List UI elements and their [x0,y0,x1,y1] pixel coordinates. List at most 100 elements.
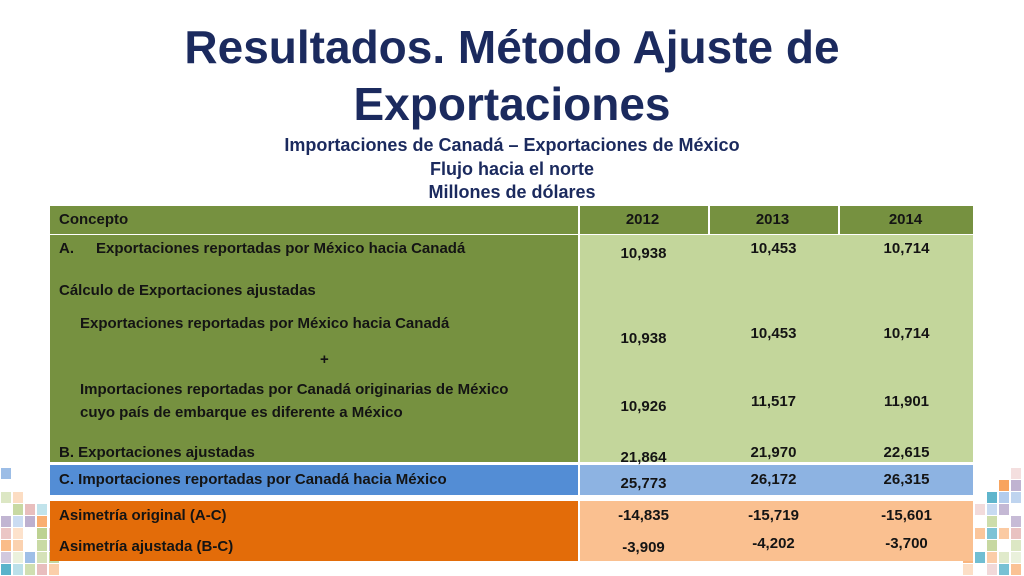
mosaic-tile [37,516,47,527]
calc-exports-2014: 10,714 [883,325,930,342]
subtitle-direction: Flujo hacia el norte [429,159,595,179]
mosaic-tile [49,564,59,575]
mosaic-tile [25,564,35,575]
mosaic-tile [999,504,1009,515]
mosaic-tile [975,504,985,515]
header-divider [578,206,580,234]
row-a-2013: 10,453 [750,240,797,257]
mosaic-tile [25,516,35,527]
mosaic-tile [1011,516,1021,527]
mosaic-tile [1,492,11,503]
row-b-2012: 21,864 [620,449,667,466]
mosaic-tile [999,492,1009,503]
mosaic-tile [37,528,47,539]
asym-original-label: Asimetría original (A-C) [59,507,227,524]
row-a-2012: 10,938 [620,245,667,262]
calc-imports-2012: 10,926 [620,398,667,415]
results-table: Concepto 2012 2013 2014 A. Exportaciones… [50,206,973,576]
calc-imports-label-line1: Importaciones reportadas por Canadá orig… [80,381,509,398]
row-a-prefix: A. [59,240,74,257]
calc-imports-2014: 11,901 [883,393,930,410]
asym-adjusted-2012: -3,909 [622,539,665,556]
mosaic-tile [987,552,997,563]
asym-original-2014: -15,601 [881,507,932,524]
mosaic-tile [25,504,35,515]
asym-adjusted-2013: -4,202 [752,535,795,552]
asymmetry-values-cell: -14,835 -15,719 -15,601 -3,909 -4,202 -3… [580,501,973,561]
row-c-label-cell: C. Importaciones reportadas por Canadá h… [50,465,578,495]
asym-adjusted-2014: -3,700 [885,535,928,552]
mosaic-tile [13,540,23,551]
mosaic-tile [987,528,997,539]
row-b-2013: 21,970 [750,444,797,461]
mosaic-tile [987,516,997,527]
header-2012: 2012 [625,211,660,228]
mosaic-tile [1011,552,1021,563]
mosaic-tile [13,492,23,503]
mosaic-tile [987,492,997,503]
mosaic-tile [1,552,11,563]
row-b-label: B. Exportaciones ajustadas [59,444,255,461]
mosaic-tile [37,504,47,515]
mosaic-tile [1011,468,1021,479]
mosaic-tile [987,540,997,551]
mosaic-tile [1,528,11,539]
row-c-2013: 26,172 [750,471,797,488]
mosaic-tile [13,504,23,515]
mosaic-tile [999,480,1009,491]
plus-sign: + [320,351,329,368]
mosaic-tile [1011,528,1021,539]
mosaic-tile [37,540,47,551]
mosaic-tile [25,552,35,563]
mosaic-tile [1,516,11,527]
asymmetry-label-cell: Asimetría original (A-C) Asimetría ajust… [50,501,578,561]
mosaic-tile [963,564,973,575]
row-b-2014: 22,615 [883,444,930,461]
mosaic-tile [975,552,985,563]
mosaic-tile [999,564,1009,575]
slide-title-line1: Resultados. Método Ajuste de [184,21,840,73]
mosaic-tile [1011,564,1021,575]
mosaic-tile [37,552,47,563]
mosaic-tile [1011,540,1021,551]
row-c-label: C. Importaciones reportadas por Canadá h… [59,471,447,488]
mosaic-tile [1011,480,1021,491]
mosaic-tile [975,528,985,539]
asym-original-2012: -14,835 [618,507,669,524]
row-a-2014: 10,714 [883,240,930,257]
mosaic-tile [987,564,997,575]
mosaic-tile [37,564,47,575]
mosaic-tile [987,504,997,515]
calc-heading: Cálculo de Exportaciones ajustadas [59,282,316,299]
concept-column-block: A. Exportaciones reportadas por México h… [50,235,578,462]
row-c-2014: 26,315 [883,471,930,488]
calc-imports-2013: 11,517 [750,393,797,410]
calc-exports-label: Exportaciones reportadas por México haci… [80,315,450,332]
row-a-label: Exportaciones reportadas por México haci… [96,240,466,257]
asym-original-2013: -15,719 [748,507,799,524]
table-header-row: Concepto 2012 2013 2014 [50,206,973,234]
mosaic-tile [13,516,23,527]
header-concepto: Concepto [59,211,129,228]
values-column-block: 10,938 10,453 10,714 10,938 10,453 10,71… [580,235,973,466]
mosaic-tile [1011,492,1021,503]
mosaic-tile [13,564,23,575]
row-c-2012: 25,773 [620,475,667,492]
mosaic-tile [13,528,23,539]
mosaic-tile [999,528,1009,539]
mosaic-tile [1,564,11,575]
mosaic-tile [999,552,1009,563]
header-2014: 2014 [888,211,923,228]
mosaic-tile [1,540,11,551]
slide-title-line2: Exportaciones [353,78,671,130]
header-2013: 2013 [755,211,790,228]
calc-imports-label-line2: cuyo país de embarque es diferente a Méx… [80,404,403,421]
subtitle-units: Millones de dólares [428,182,596,202]
mosaic-tile [13,552,23,563]
calc-exports-2013: 10,453 [750,325,797,342]
header-divider [708,206,710,234]
subtitle-flow: Importaciones de Canadá – Exportaciones … [284,135,740,155]
asym-adjusted-label: Asimetría ajustada (B-C) [59,538,234,555]
row-c-values-cell: 25,773 26,172 26,315 [580,465,973,495]
calc-exports-2012: 10,938 [620,330,667,347]
